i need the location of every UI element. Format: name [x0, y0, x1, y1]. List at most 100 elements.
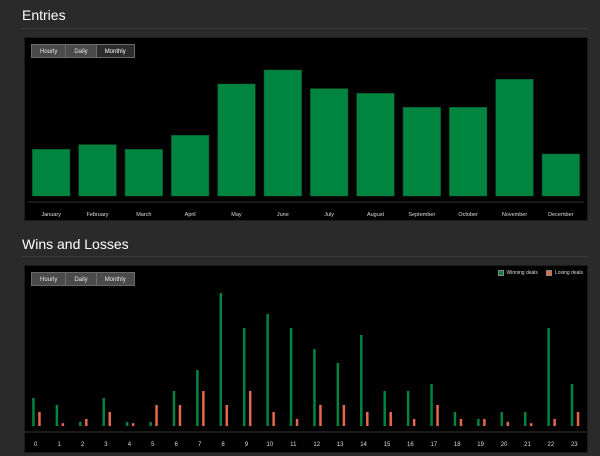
winning-bar[interactable]: [32, 398, 35, 426]
losing-bar[interactable]: [225, 405, 229, 426]
losing-bar[interactable]: [202, 391, 205, 426]
winning-bar[interactable]: [55, 405, 59, 426]
winning-bar[interactable]: [289, 328, 293, 426]
winning-bar[interactable]: [266, 314, 269, 426]
wins-losses-divider: [22, 256, 588, 257]
winning-bar[interactable]: [242, 328, 246, 426]
wins-x-tick-label: 21: [524, 442, 531, 448]
entries-x-tick-label: February: [86, 212, 108, 218]
entries-tab-daily[interactable]: Daily: [65, 44, 97, 58]
winning-bar[interactable]: [500, 412, 504, 426]
wins-x-tick-label: 6: [175, 442, 179, 448]
entries-bar[interactable]: [402, 107, 441, 197]
losing-bar[interactable]: [85, 419, 88, 426]
losing-bar[interactable]: [272, 412, 275, 426]
entries-bar[interactable]: [124, 149, 163, 197]
winning-bar[interactable]: [79, 421, 82, 426]
entries-chart-panel: Hourly Daily Monthly January February Marc…: [24, 37, 588, 221]
entries-tab-hourly[interactable]: Hourly: [31, 44, 67, 58]
wins-x-tick-label: 14: [360, 442, 367, 448]
entries-chart: January February March April May June July Augu…: [28, 69, 584, 218]
wins-tab-group: Hourly Daily Monthly: [31, 272, 135, 286]
entries-title: Entries: [22, 7, 66, 23]
entries-x-tick-label: October: [458, 212, 478, 218]
entries-bar[interactable]: [356, 93, 395, 197]
losing-bar[interactable]: [506, 421, 510, 426]
winning-bar[interactable]: [453, 412, 457, 426]
losing-bar[interactable]: [155, 405, 158, 426]
entries-bar[interactable]: [263, 69, 302, 197]
losing-bar[interactable]: [412, 419, 416, 426]
losing-bar[interactable]: [342, 405, 346, 426]
wins-losses-title: Wins and Losses: [22, 236, 129, 252]
entries-x-tick-label: March: [136, 212, 151, 218]
legend-item-losing[interactable]: Losing deals: [545, 270, 583, 276]
winning-bar[interactable]: [125, 421, 129, 426]
winning-swatch: [497, 270, 504, 276]
winning-bar[interactable]: [570, 384, 574, 426]
entries-divider: [22, 28, 588, 29]
losing-bar[interactable]: [529, 423, 533, 426]
entries-bar[interactable]: [32, 149, 71, 197]
winning-bar[interactable]: [547, 328, 550, 426]
winning-bar[interactable]: [149, 421, 152, 426]
legend-item-winning[interactable]: Winning deals: [497, 270, 538, 276]
losing-bar[interactable]: [295, 419, 299, 426]
losing-bar[interactable]: [178, 405, 182, 426]
wins-x-tick-label: 15: [384, 442, 391, 448]
losing-bar[interactable]: [483, 419, 486, 426]
wins-x-tick-label: 2: [81, 442, 85, 448]
losing-bar[interactable]: [108, 412, 111, 426]
legend-label-losing: Losing deals: [554, 270, 583, 276]
wins-x-tick-label: 20: [501, 442, 508, 448]
losing-swatch: [545, 270, 552, 276]
entries-bar[interactable]: [495, 79, 534, 197]
winning-bar[interactable]: [313, 349, 316, 426]
wins-x-tick-label: 19: [477, 442, 484, 448]
wins-x-tick-label: 12: [313, 442, 320, 448]
losing-bar[interactable]: [248, 391, 252, 426]
wins-tab-monthly[interactable]: Monthly: [95, 272, 135, 286]
losing-bar[interactable]: [61, 423, 65, 426]
winning-bar[interactable]: [406, 391, 410, 426]
losing-bar[interactable]: [389, 412, 392, 426]
wins-x-tick-label: 4: [128, 442, 132, 448]
winning-bar[interactable]: [219, 293, 223, 426]
losing-bar[interactable]: [459, 419, 463, 426]
wins-x-tick-label: 3: [104, 442, 108, 448]
losing-bar[interactable]: [131, 423, 135, 426]
winning-bar[interactable]: [336, 363, 340, 426]
wins-x-tick-label: 16: [407, 442, 414, 448]
losing-bar[interactable]: [576, 412, 580, 426]
winning-bar[interactable]: [102, 398, 105, 426]
losing-bar[interactable]: [366, 412, 369, 426]
losing-bar[interactable]: [553, 419, 556, 426]
winning-bar[interactable]: [477, 419, 480, 426]
losing-bar[interactable]: [38, 412, 41, 426]
entries-bar[interactable]: [541, 153, 580, 197]
entries-x-tick-label: December: [548, 212, 574, 218]
winning-bar[interactable]: [383, 391, 386, 426]
entries-bar[interactable]: [217, 83, 256, 197]
wins-tab-hourly[interactable]: Hourly: [31, 272, 67, 286]
winning-bar[interactable]: [196, 370, 199, 426]
wins-x-tick-label: 22: [548, 442, 555, 448]
winning-bar[interactable]: [172, 391, 176, 426]
losing-bar[interactable]: [319, 405, 322, 426]
entries-x-tick-label: November: [502, 212, 528, 218]
entries-x-tick-label: June: [277, 212, 289, 218]
wins-tab-daily[interactable]: Daily: [65, 272, 97, 286]
winning-bar[interactable]: [430, 384, 433, 426]
winning-bar[interactable]: [360, 335, 363, 426]
entries-bar[interactable]: [171, 135, 210, 197]
entries-bar[interactable]: [78, 144, 117, 197]
entries-tab-monthly[interactable]: Monthly: [95, 44, 135, 58]
entries-bar[interactable]: [449, 107, 488, 197]
entries-x-tick-label: September: [408, 212, 435, 218]
entries-bar[interactable]: [310, 88, 349, 197]
wins-x-tick-label: 17: [430, 442, 437, 448]
losing-bar[interactable]: [436, 405, 439, 426]
wins-x-tick-label: 13: [337, 442, 344, 448]
winning-bar[interactable]: [523, 412, 527, 426]
wins-x-tick-label: 5: [151, 442, 155, 448]
